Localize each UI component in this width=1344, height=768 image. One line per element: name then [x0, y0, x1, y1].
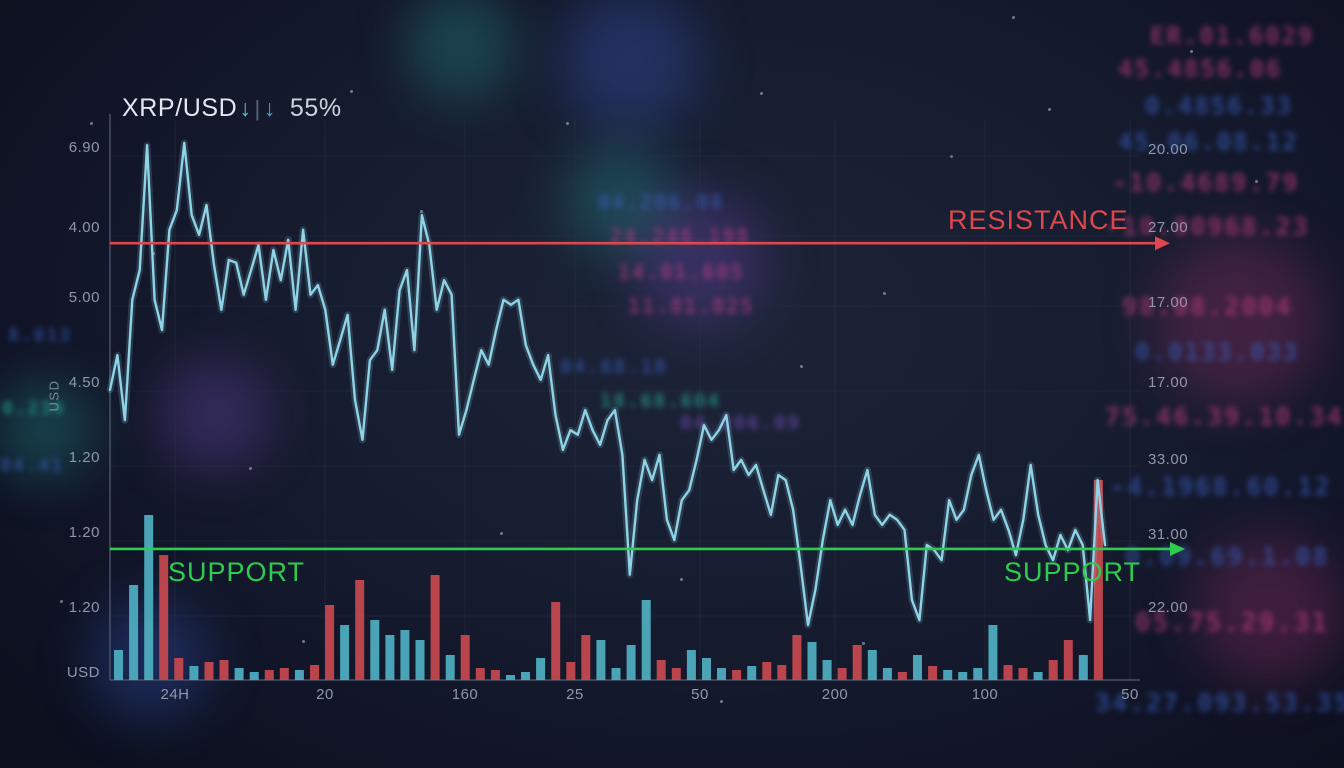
pair-label: XRP/USD [122, 94, 238, 122]
change-percent: 55% [289, 94, 342, 122]
chart-title: XRP/USD ↓ | ↓ 55% [122, 94, 342, 123]
down-arrow-icon: ↓ [263, 95, 276, 121]
support-label-left: SUPPORT [168, 557, 306, 587]
separator: | [254, 95, 261, 121]
resistance-label: RESISTANCE [948, 205, 1129, 235]
down-arrow-icon: ↓ [239, 95, 252, 121]
y-axis-unit-label: USD [46, 379, 62, 412]
support-label-right: SUPPORT [1004, 557, 1142, 587]
